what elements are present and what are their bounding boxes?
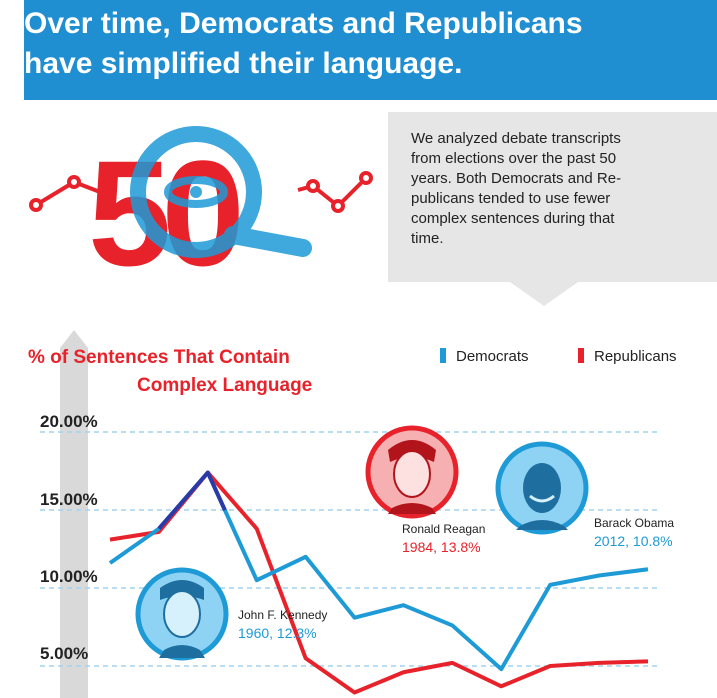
y-tick-label: 5.00% [40,644,89,663]
logo-right-graph-icon [297,171,373,213]
fifty-years-logo: 50 [29,126,373,280]
legend-republicans: Republicans [578,347,677,367]
intro-line: We analyzed debate transcripts [411,130,621,147]
annotation-name: John F. Kennedy [238,608,328,622]
intro-line: from elections over the past 50 [411,150,617,167]
y-tick-label: 20.00% [40,412,98,431]
logo-text: 50 [88,129,239,280]
header-banner [24,0,717,100]
obama-portrait [495,441,589,535]
annotation-value: 1960, 12.3% [238,625,317,641]
logo-left-graph-icon [29,175,101,212]
annotation-value: 2012, 10.8% [594,533,673,549]
intro-line: time. [411,230,444,247]
reagan-portrait [365,425,459,519]
annotation-kennedy: John F. Kennedy 1960, 12.3% [238,606,327,642]
legend-democrats: Democrats [440,347,529,367]
title-line-1: Over time, Democrats and Republicans [24,7,583,40]
series-overlap-segment [157,470,227,531]
annotation-obama: Barack Obama 2012, 10.8% [594,514,674,550]
annotation-name: Barack Obama [594,516,675,530]
series-lines [108,470,649,695]
title-line-2: have simplified their language. [24,47,463,80]
annotation-value: 1984, 13.8% [402,539,481,555]
kennedy-portrait [135,567,229,661]
intro-text: We analyzed debate transcripts from elec… [411,129,691,249]
magnifier-icon [130,126,312,258]
timeline-arrow-head [60,330,88,348]
y-tick-label: 15.00% [40,490,98,509]
legend-swatch-democrats [440,348,446,363]
intro-line: years. Both Democrats and Re- [411,170,622,187]
intro-box-pointer [510,282,578,306]
page-title: Over time, Democrats and Republicans hav… [24,4,583,84]
legend-label: Democrats [456,348,529,365]
legend-label: Republicans [594,348,677,365]
legend-swatch-republicans [578,348,584,363]
intro-box [388,112,717,282]
y-tick-label: 10.00% [40,567,98,586]
annotation-name: Ronald Reagan [402,522,486,536]
chart-title-line-2: Complex Language [137,375,313,396]
annotation-reagan: Ronald Reagan 1984, 13.8% [402,520,485,556]
chart-title-line-1: % of Sentences That Contain [28,347,290,368]
intro-line: complex sentences during that [411,210,615,227]
intro-line: publicans tended to use fewer [411,190,611,207]
timeline-bar [60,348,88,698]
